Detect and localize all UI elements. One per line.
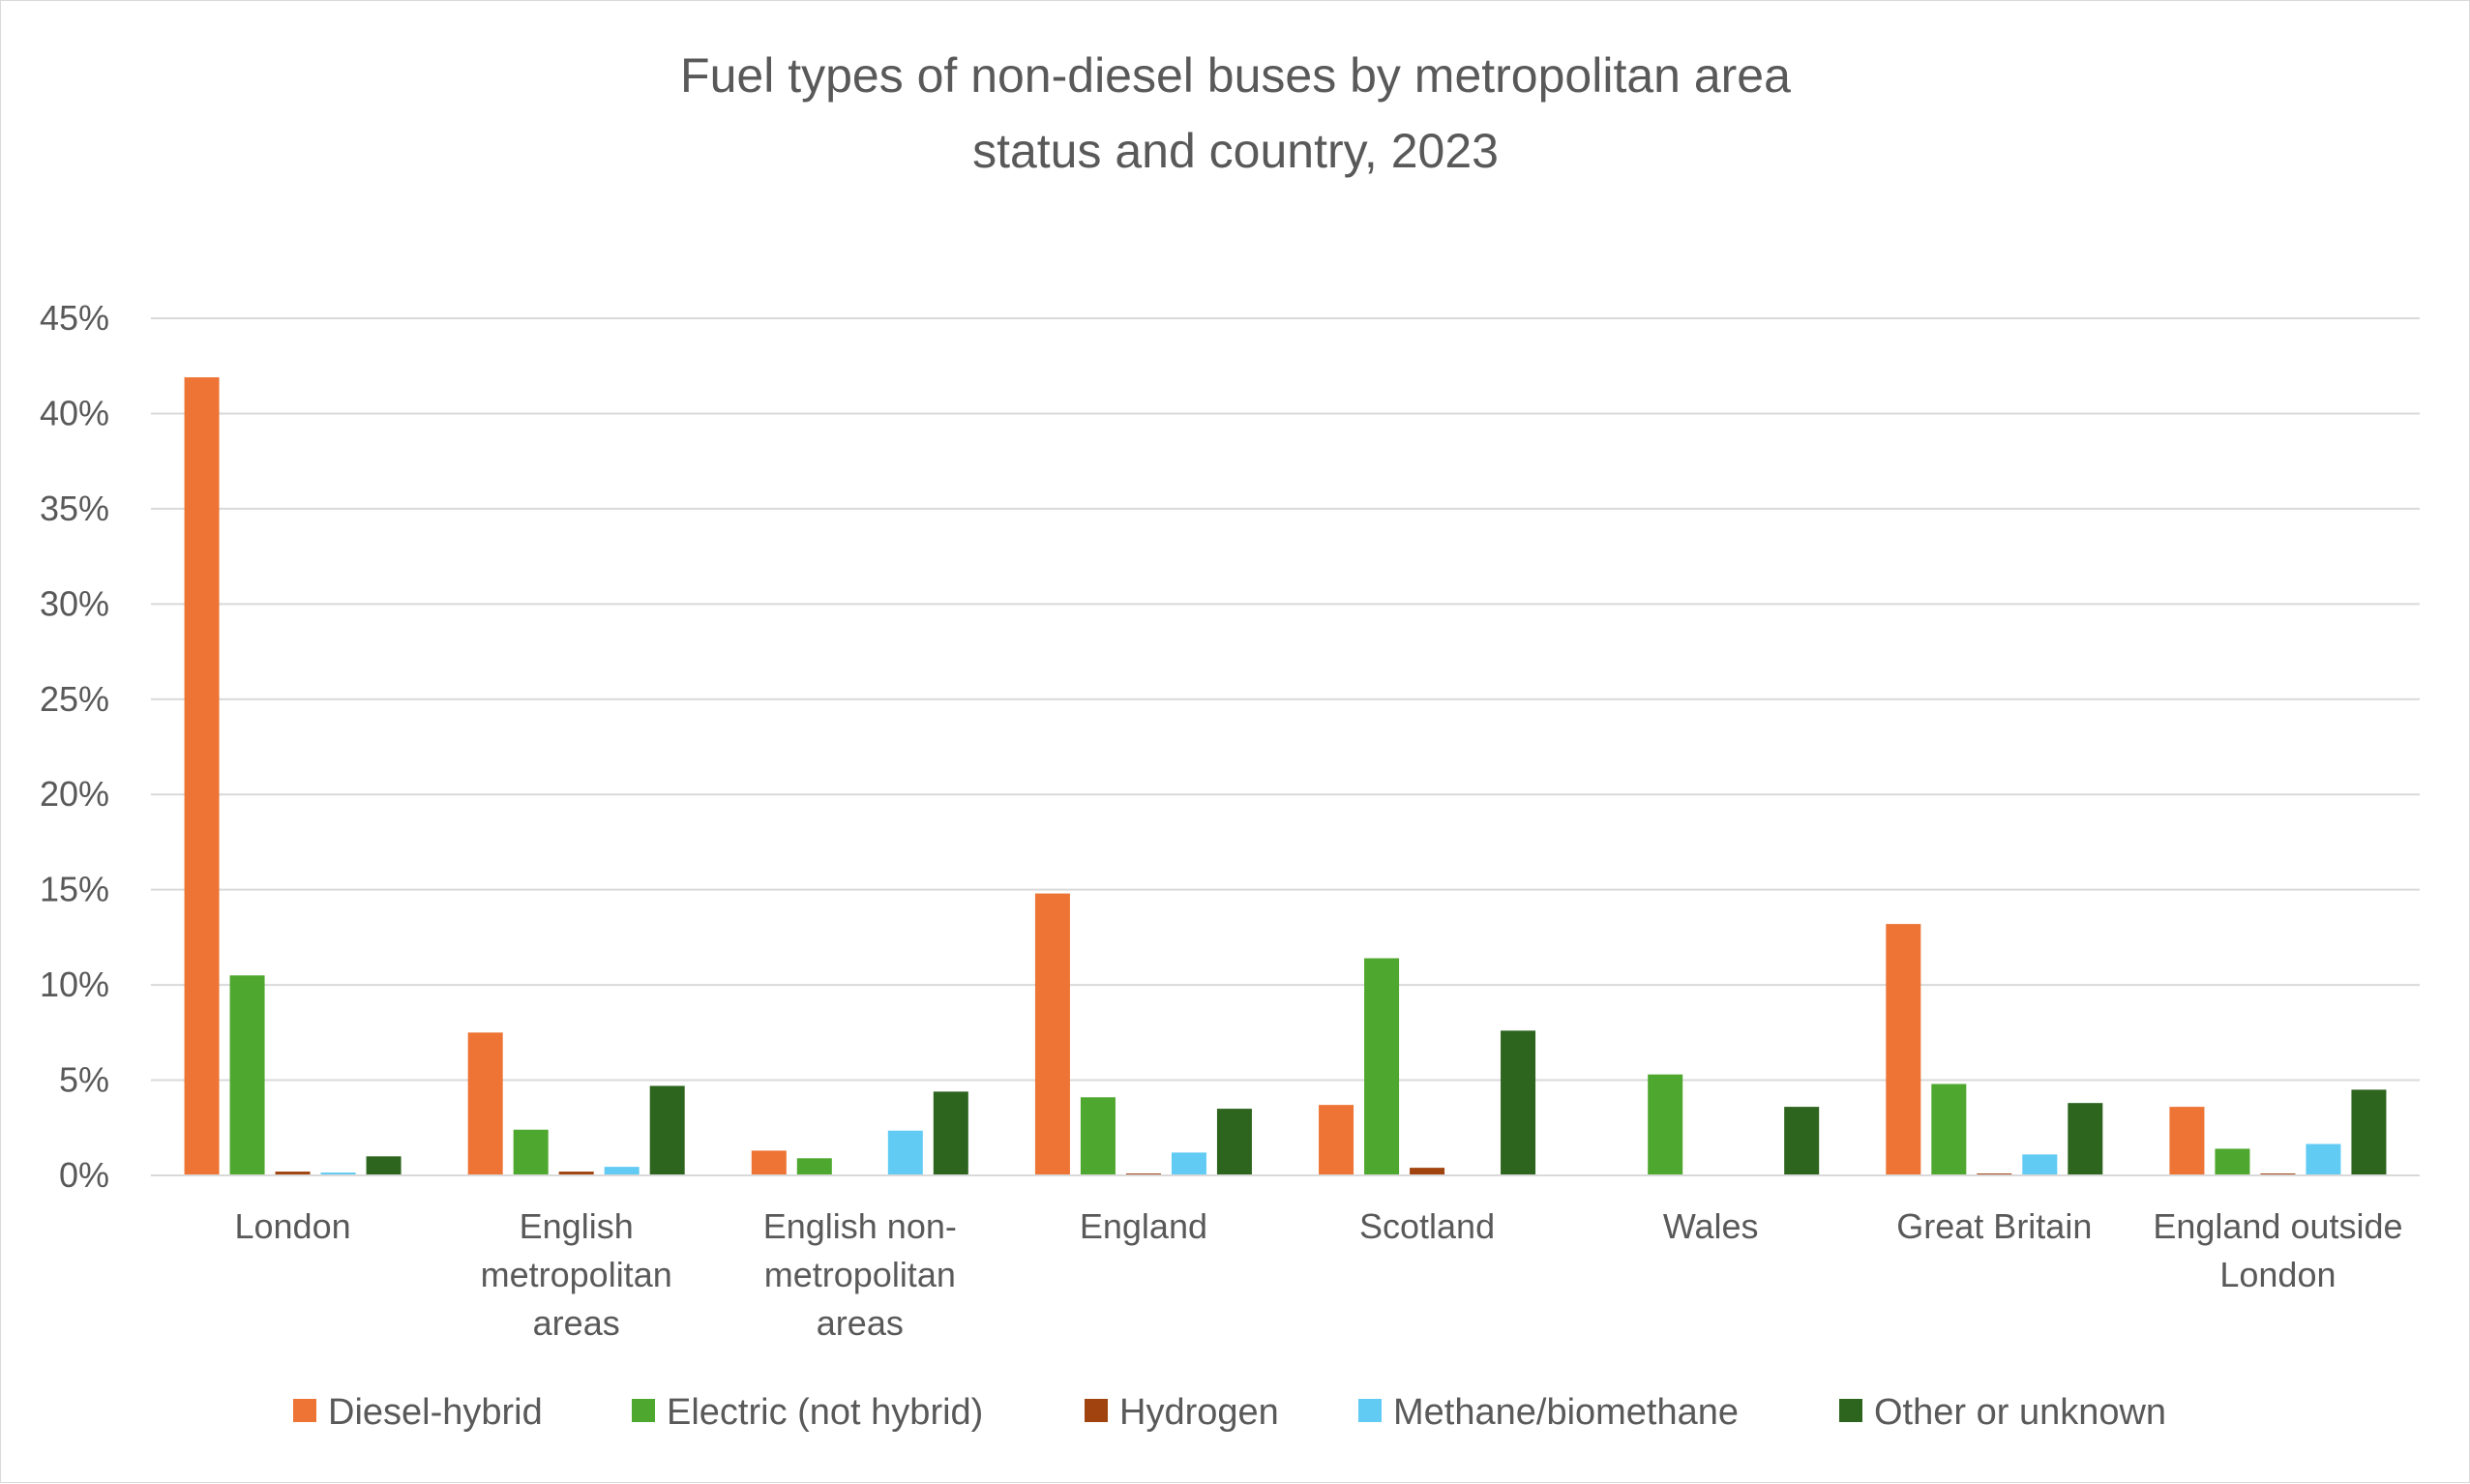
bar-hydrogen-0: [275, 1172, 311, 1175]
bar-electric-not-hybrid--1: [513, 1129, 549, 1175]
bar-other-or-unknown-0: [366, 1156, 402, 1175]
bars: [184, 377, 2387, 1176]
bar-electric-not-hybrid--2: [796, 1158, 832, 1175]
gridlines: [151, 317, 2420, 1082]
bar-electric-not-hybrid--5: [1648, 1074, 1683, 1175]
bar-diesel-hybrid-3: [1034, 893, 1070, 1175]
y-axis-ticks: 0% 5% 10% 15% 20% 25% 30% 35% 40% 45%: [40, 298, 109, 1195]
bar-other-or-unknown-3: [1216, 1109, 1252, 1175]
y-tick-label: 20%: [40, 774, 109, 814]
bar-other-or-unknown-7: [2351, 1089, 2387, 1175]
y-tick-label: 30%: [40, 583, 109, 623]
bar-other-or-unknown-5: [1784, 1107, 1820, 1175]
y-tick-label: 25%: [40, 679, 109, 719]
y-tick-label: 15%: [40, 870, 109, 909]
legend-label: Hydrogen: [1119, 1392, 1279, 1433]
legend-swatch: [1839, 1399, 1862, 1422]
bar-other-or-unknown-2: [933, 1091, 968, 1175]
y-tick-label: 0%: [59, 1155, 109, 1195]
bar-methane-biomethane-7: [2306, 1143, 2341, 1175]
bar-electric-not-hybrid--4: [1364, 958, 1400, 1175]
y-tick-label: 10%: [40, 965, 109, 1004]
bar-other-or-unknown-1: [649, 1085, 685, 1175]
category-label: England: [1080, 1206, 1207, 1246]
legend-swatch: [1085, 1399, 1108, 1422]
category-label: English: [520, 1206, 634, 1246]
bar-methane-biomethane-2: [887, 1130, 923, 1175]
bar-other-or-unknown-6: [2068, 1103, 2103, 1175]
bar-electric-not-hybrid--6: [1931, 1083, 1967, 1175]
y-tick-label: 40%: [40, 393, 109, 432]
y-tick-label: 5%: [59, 1060, 109, 1100]
bar-methane-biomethane-0: [320, 1172, 356, 1175]
legend: Diesel-hybrid Electric (not hybrid) Hydrog…: [293, 1392, 2166, 1433]
bar-electric-not-hybrid--3: [1080, 1097, 1116, 1175]
category-label: London: [234, 1206, 350, 1246]
y-tick-label: 35%: [40, 489, 109, 528]
category-labels: London English metropolitan areas English no…: [234, 1206, 2402, 1343]
bar-diesel-hybrid-4: [1319, 1105, 1354, 1175]
legend-label: Other or unknown: [1874, 1392, 2166, 1433]
bar-diesel-hybrid-6: [1886, 924, 1921, 1175]
legend-label: Electric (not hybrid): [667, 1392, 983, 1433]
bar-diesel-hybrid-2: [751, 1150, 787, 1175]
bar-electric-not-hybrid--7: [2215, 1148, 2250, 1175]
legend-label: Diesel-hybrid: [328, 1392, 543, 1433]
category-label: areas: [817, 1303, 904, 1343]
bar-electric-not-hybrid--0: [229, 975, 265, 1175]
category-label: English non-: [763, 1206, 957, 1246]
legend-swatch: [1358, 1399, 1382, 1422]
category-label: Wales: [1663, 1206, 1759, 1246]
legend-label: Methane/biomethane: [1393, 1392, 1739, 1433]
chart-title-line-1: Fuel types of non-diesel buses by metrop…: [680, 48, 1791, 103]
bar-hydrogen-1: [558, 1172, 594, 1175]
category-label: Scotland: [1359, 1206, 1495, 1246]
chart-title-line-2: status and country, 2023: [972, 124, 1499, 178]
category-label: London: [2219, 1255, 2336, 1294]
bar-other-or-unknown-4: [1501, 1030, 1536, 1175]
category-label: metropolitan: [481, 1255, 672, 1294]
legend-swatch: [632, 1399, 655, 1422]
bar-methane-biomethane-6: [2022, 1154, 2058, 1175]
y-tick-label: 45%: [40, 298, 109, 338]
category-label: England outside: [2153, 1206, 2402, 1246]
category-label: Great Britain: [1896, 1206, 2092, 1246]
bar-diesel-hybrid-7: [2169, 1107, 2205, 1175]
bar-methane-biomethane-1: [604, 1167, 640, 1175]
bar-diesel-hybrid-1: [467, 1032, 503, 1175]
category-label: areas: [533, 1303, 620, 1343]
bar-hydrogen-4: [1410, 1168, 1445, 1175]
bar-diesel-hybrid-0: [184, 377, 220, 1176]
category-label: metropolitan: [764, 1255, 956, 1294]
legend-swatch: [293, 1399, 316, 1422]
bar-methane-biomethane-3: [1171, 1152, 1206, 1175]
